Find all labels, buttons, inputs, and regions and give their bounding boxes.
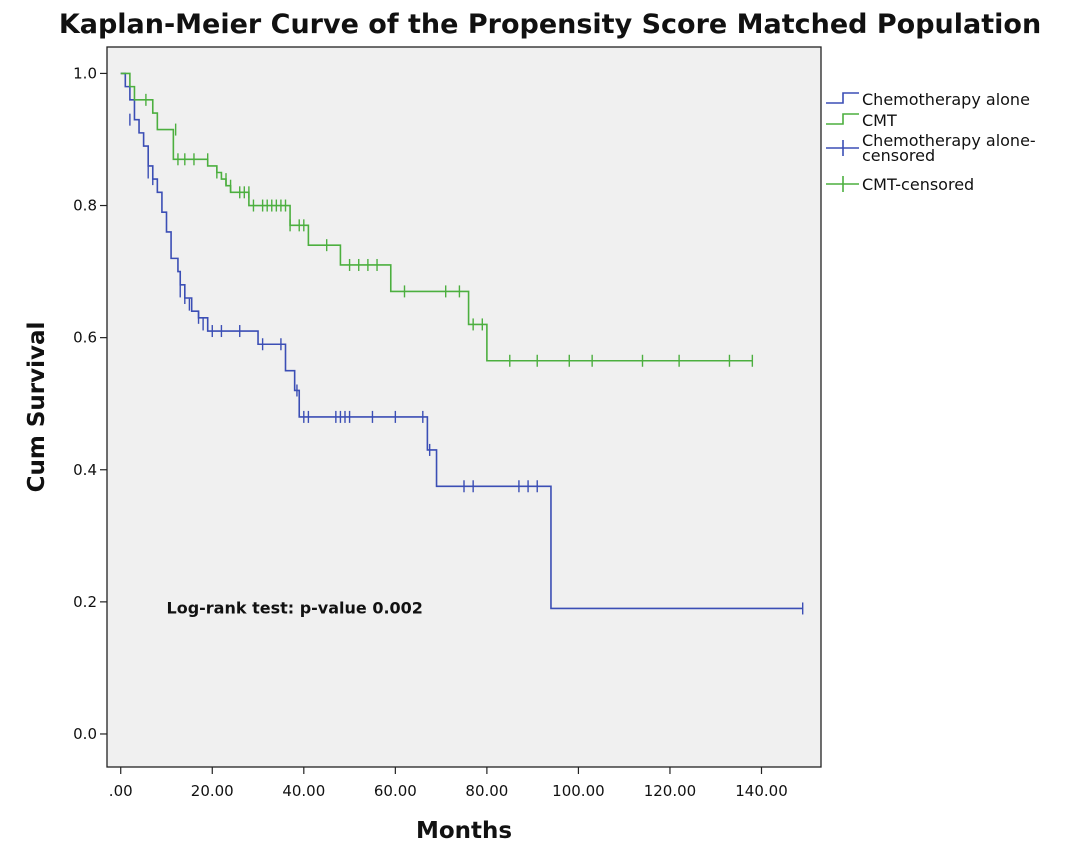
legend-label: Chemotherapy alone xyxy=(862,90,1030,109)
legend-label: CMT-censored xyxy=(862,175,974,194)
km-curve-chemotherapy-alone xyxy=(120,72,803,610)
legend-label: censored xyxy=(862,146,935,165)
y-axis: 0.0 0.2 0.4 0.6 0.8 1.0 xyxy=(73,64,107,743)
legend-label: CMT xyxy=(862,111,897,130)
chart-title: Kaplan-Meier Curve of the Propensity Sco… xyxy=(59,9,1041,40)
legend-item: CMT xyxy=(826,111,897,130)
x-tick-label: .00 xyxy=(109,782,133,800)
y-tick-label: 0.6 xyxy=(73,329,97,347)
x-tick-label: 20.00 xyxy=(191,782,234,800)
legend-swatch xyxy=(826,92,859,104)
logrank-annotation: Log-rank test: p-value 0.002 xyxy=(167,598,423,617)
legend-label: Chemotherapy alone- xyxy=(862,131,1036,150)
x-tick-label: 40.00 xyxy=(282,782,325,800)
y-tick-label: 0.4 xyxy=(73,461,97,479)
legend-swatch xyxy=(826,113,859,125)
x-tick-label: 140.00 xyxy=(735,782,788,800)
x-tick-label: 100.00 xyxy=(552,782,605,800)
y-tick-label: 1.0 xyxy=(73,64,97,82)
y-axis-label: Cum Survival xyxy=(24,322,50,493)
legend-item: CMT-censored xyxy=(826,175,974,194)
y-tick-label: 0.2 xyxy=(73,593,97,611)
y-tick-label: 0.8 xyxy=(73,197,97,215)
censor-layer xyxy=(129,93,804,615)
plot-area xyxy=(106,46,822,768)
x-tick-label: 60.00 xyxy=(374,782,417,800)
x-tick-label: 120.00 xyxy=(644,782,697,800)
x-axis-label: Months xyxy=(416,818,512,842)
x-axis: .00 20.00 40.00 60.00 80.00 100.00 120.00 140.0… xyxy=(109,767,788,800)
legend-item: Chemotherapy alone-censored xyxy=(826,131,1036,165)
legend-item: Chemotherapy alone xyxy=(826,90,1030,109)
x-tick-label: 80.00 xyxy=(465,782,508,800)
y-tick-label: 0.0 xyxy=(73,725,97,743)
